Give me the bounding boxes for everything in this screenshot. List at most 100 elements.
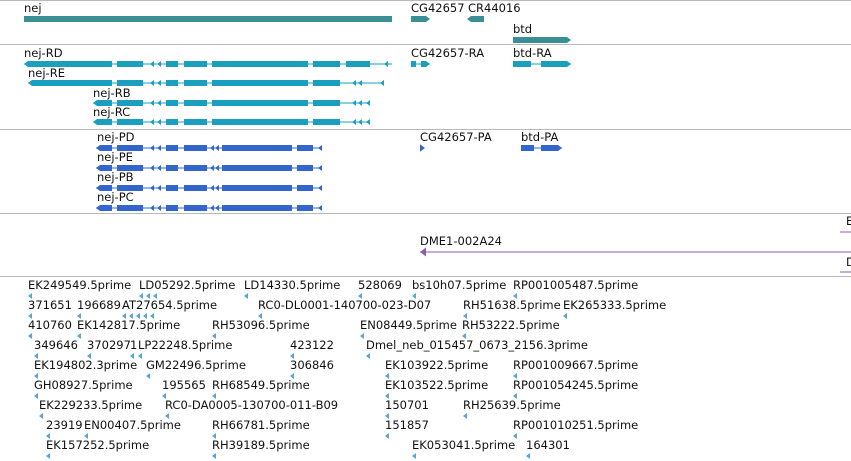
protein-btd-pa-exon[interactable] [541,145,562,151]
transcript-nej-re-strand-arrow [150,80,154,86]
transcript-cg42657-ra-exon[interactable] [421,61,430,67]
gene-bar-btd[interactable] [513,37,571,43]
est-label: LP22248.5prime [138,338,233,352]
est-label: AT27654.5prime [122,298,218,312]
est-label: EN08449.5prime [360,318,457,332]
est-label: RH66781.5prime [212,418,310,432]
transcript-nej-rc-exon[interactable] [117,119,143,125]
est-label: 196689 [77,298,121,312]
protein-nej-pb-exon[interactable] [117,185,143,191]
transcript-nej-rd-exon[interactable] [166,61,178,67]
protein-nej-pd-exon[interactable] [117,145,143,151]
primer-label-d: D [846,255,851,269]
protein-nej-pc-exon[interactable] [166,205,178,211]
protein-nej-pc-strand-arrow [150,205,154,211]
est-label: LD14330.5prime [244,278,341,292]
protein-nej-pd-strand-arrow [193,145,197,151]
protein-nej-pd-exon[interactable] [96,145,112,151]
protein-nej-pb-exon[interactable] [96,185,112,191]
protein-nej-pc-exon[interactable] [96,205,112,211]
protein-nej-pd-exon[interactable] [166,145,178,151]
protein-nej-pc-exon[interactable] [117,205,143,211]
est-label: 528069 [358,278,402,292]
est-label: EK142817.5prime [77,318,181,332]
est-label: EK229233.5prime [39,398,143,412]
protein-label-cg42657-pa: CG42657-PA [420,130,492,144]
protein-nej-pb-exon[interactable] [297,185,313,191]
est-label: GH08927.5prime [34,378,133,392]
protein-nej-pe-exon[interactable] [222,165,292,171]
transcript-nej-re-exon[interactable] [166,80,178,86]
primer-label-dme1-002a24: DME1-002A24 [420,234,502,248]
transcript-nej-rd-exon[interactable] [24,61,112,67]
transcript-nej-rc-exon[interactable] [93,119,112,125]
transcript-nej-rb-strand-arrow [290,100,294,106]
protein-nej-pd-strand-arrow [157,145,161,151]
est-arrow-glyph [129,313,133,319]
protein-nej-pe-strand-arrow [318,165,322,171]
protein-nej-pe-strand-arrow [193,165,197,171]
gene-label-cg42657: CG42657 [411,1,465,15]
transcript-nej-rd-exon[interactable] [117,61,143,67]
transcript-label-nej-rb: nej-RB [93,86,131,100]
est-arrow-glyph [358,293,362,299]
transcript-nej-rb-exon[interactable] [166,100,178,106]
est-label: 151857 [385,418,429,432]
transcript-nej-rc-strand-arrow [193,119,197,125]
transcript-nej-rb-exon[interactable] [117,100,143,106]
est-arrow-glyph [412,293,416,299]
protein-nej-pc-exon[interactable] [297,205,313,211]
protein-nej-pb-exon[interactable] [222,185,292,191]
transcript-nej-rc-exon[interactable] [166,119,178,125]
transcript-nej-re-strand-arrow [358,80,362,86]
est-arrow-glyph [162,393,166,399]
protein-nej-pb-exon[interactable] [166,185,178,191]
transcript-nej-rc-strand-arrow [275,119,279,125]
primers-track-border [0,213,851,214]
protein-nej-pe-exon[interactable] [96,165,112,171]
est-arrow-glyph [244,293,248,299]
est-arrow-glyph [143,313,147,319]
transcript-label-nej-re: nej-RE [28,66,65,80]
est-label: RH51638.5prime [463,298,561,312]
est-arrow-glyph [84,433,88,439]
est-arrow-glyph [28,333,32,339]
est-label: EK103522.5prime [385,378,489,392]
est-label: Dmel_neb_015457_0673_2156.3prime [366,338,588,352]
est-arrow-glyph [146,293,150,299]
protein-nej-pe-strand-arrow [157,165,161,171]
gene-bar-cr44016[interactable] [467,16,484,22]
est-label: LD05292.5prime [139,278,236,292]
transcript-btd-ra-exon[interactable] [541,61,571,67]
transcript-nej-rd-strand-arrow [260,61,264,67]
gene-label-nej: nej [24,1,42,15]
est-label: 349646 [34,338,78,352]
transcript-nej-rb-exon[interactable] [93,100,112,106]
est-arrow-glyph [150,313,154,319]
gene-bar-nej[interactable] [24,16,392,22]
transcript-cg42657-ra-exon[interactable] [411,61,416,67]
est-arrow-glyph [130,353,134,359]
est-arrow-glyph [526,453,530,459]
est-arrow-glyph [136,313,140,319]
protein-btd-pa-exon[interactable] [521,145,534,151]
est-arrow-glyph [122,313,126,319]
protein-nej-pd-exon[interactable] [222,145,292,151]
est-label: RP001010251.5prime [513,418,639,432]
protein-nej-pe-exon[interactable] [297,165,313,171]
est-arrow-glyph [385,393,389,399]
est-label: 410760 [28,318,72,332]
protein-nej-pc-exon[interactable] [222,205,292,211]
est-arrow-glyph [462,333,466,339]
transcript-btd-ra-exon[interactable] [513,61,531,67]
genes-track-border [0,0,851,1]
gene-bar-cg42657[interactable] [411,16,430,22]
transcript-nej-re-exon[interactable] [28,80,112,86]
est-label: EN00407.5prime [84,418,181,432]
transcript-nej-re-exon[interactable] [117,80,143,86]
protein-nej-pd-exon[interactable] [297,145,313,151]
transcript-nej-rc-strand-arrow [352,119,356,125]
transcript-nej-rb-strand-arrow [330,100,334,106]
protein-nej-pe-exon[interactable] [166,165,178,171]
protein-nej-pe-exon[interactable] [117,165,143,171]
